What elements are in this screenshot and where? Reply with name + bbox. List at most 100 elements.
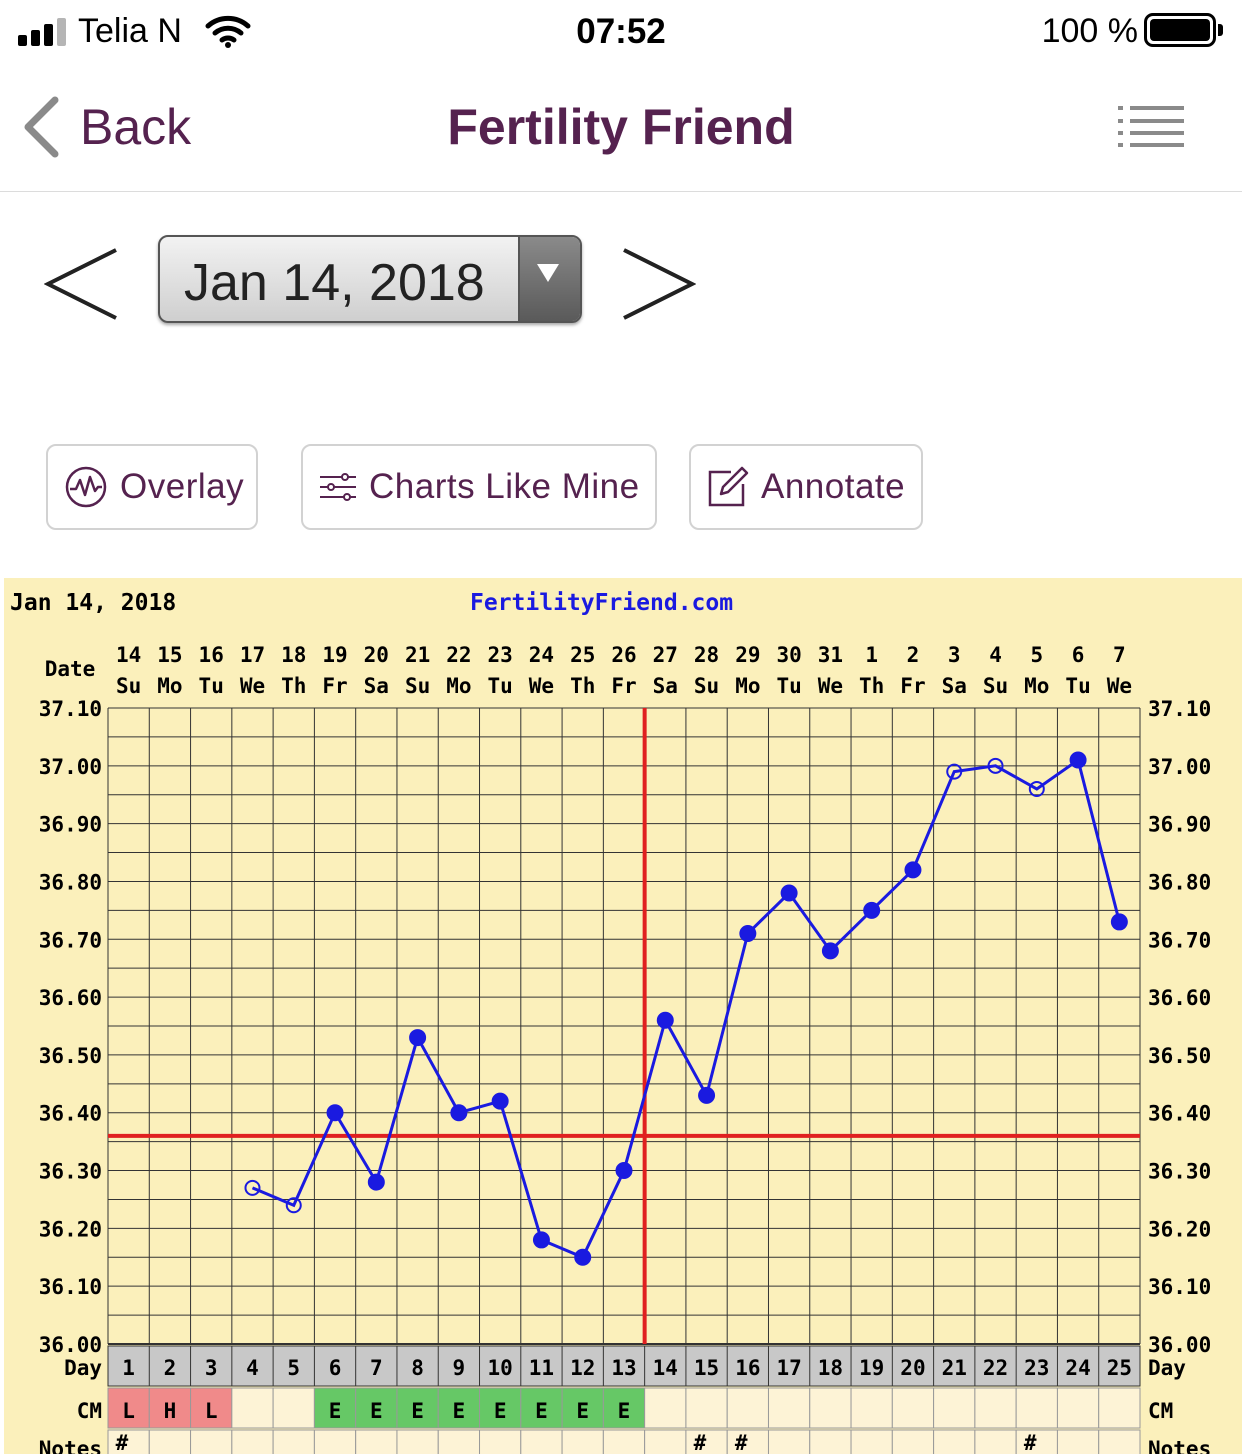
y-tick-label: 36.10 [39,1275,102,1299]
weekday-label: Fr [611,674,636,698]
y-tick-label: 36.50 [39,1044,102,1068]
notes-cell [1015,1429,1058,1454]
y-tick-label: 36.90 [39,813,102,837]
sliders-icon [320,473,356,501]
cycle-day-label: 23 [1024,1356,1049,1380]
cycle-day-label: 19 [859,1356,884,1380]
cm-cell [396,1387,439,1429]
overlay-button[interactable]: Overlay [46,444,258,530]
date-label: 17 [240,643,265,667]
weekday-label: Th [859,674,884,698]
weekday-label: Tu [1065,674,1090,698]
next-date-arrow[interactable] [620,244,696,324]
notes-cell [933,1429,976,1454]
weekday-label: We [1107,674,1132,698]
weekday-label: Sa [942,674,967,698]
back-button[interactable]: Back [22,94,191,160]
cycle-day-label: 22 [983,1356,1008,1380]
date-label: 24 [529,643,554,667]
temperature-point [780,884,798,902]
cm-cell [767,1387,811,1429]
weekday-label: Th [570,674,595,698]
cm-value: H [164,1399,177,1423]
cm-value: L [122,1399,135,1423]
date-label: 16 [199,643,224,667]
notes-cell [355,1429,398,1454]
cycle-day-label: 4 [246,1356,259,1380]
date-label: 1 [865,643,878,667]
cycle-day-label: 3 [205,1356,218,1380]
temperature-point [863,901,881,919]
temperature-point [367,1173,385,1191]
cm-cell [644,1387,687,1429]
cycle-day-label: 2 [164,1356,177,1380]
cycle-day-label: 9 [453,1356,466,1380]
notes-cell [644,1429,687,1454]
cycle-day-label: 15 [694,1356,719,1380]
note-marker: # [1024,1431,1037,1454]
y-tick-label-right: 36.60 [1148,986,1211,1010]
temperature-point [739,924,757,942]
notes-cell [561,1429,604,1454]
cm-row-label-right: CM [1148,1399,1173,1423]
notes-cell [685,1429,728,1454]
temperature-point [491,1092,509,1110]
weekday-label: Tu [776,674,801,698]
notes-cell [974,1429,1017,1454]
weekday-label: Su [116,674,141,698]
cm-cell [602,1387,646,1429]
cm-cell [355,1387,398,1429]
notes-cell [231,1429,274,1454]
annotate-button[interactable]: Annotate [689,444,923,530]
date-label: 26 [611,643,636,667]
date-label: 19 [322,643,347,667]
prev-date-arrow[interactable] [44,244,120,324]
weekday-label: Mo [735,674,760,698]
weekday-label: Su [694,674,719,698]
note-marker: # [735,1431,748,1454]
notes-row-label-right: Notes [1148,1437,1211,1454]
charts-like-mine-button[interactable]: Charts Like Mine [301,444,657,530]
weekday-label: We [529,674,554,698]
date-label: 21 [405,643,430,667]
notes-cell [190,1429,233,1454]
notes-cell [602,1429,646,1454]
cm-cell [1056,1387,1100,1429]
y-tick-label-right: 37.00 [1148,755,1211,779]
y-tick-label-right: 36.00 [1148,1333,1211,1357]
cycle-day-label: 25 [1107,1356,1132,1380]
date-label: 20 [364,643,389,667]
date-label: 4 [989,643,1002,667]
date-dropdown[interactable]: Jan 14, 2018 [158,235,582,323]
temperature-point [1028,780,1045,797]
y-tick-label-right: 36.30 [1148,1160,1211,1184]
date-label: 23 [488,643,513,667]
cm-value: E [576,1399,589,1423]
notes-cell [272,1429,315,1454]
cycle-day-label: 14 [653,1356,678,1380]
temperature-point [698,1086,716,1104]
note-marker: # [694,1431,707,1454]
date-label: 7 [1113,643,1126,667]
battery-icon [1144,13,1216,47]
weekday-label: Sa [653,674,678,698]
chevron-left-icon [24,96,59,158]
temperature-point [904,861,922,879]
cm-value: E [453,1399,466,1423]
overlay-chart-icon [65,466,107,508]
y-tick-label-right: 36.80 [1148,870,1211,894]
day-row-label: Day [64,1356,102,1380]
weekday-label: We [240,674,265,698]
notes-cell [107,1429,150,1454]
list-icon[interactable] [1118,104,1188,150]
cm-value: E [411,1399,424,1423]
cm-cell [974,1387,1017,1429]
cm-cell [231,1387,274,1429]
notes-cell [850,1429,893,1454]
overlay-label: Overlay [120,467,245,506]
cm-value: E [370,1399,383,1423]
clock: 07:52 [576,12,666,51]
date-label: 22 [446,643,471,667]
cm-cell [148,1387,192,1429]
